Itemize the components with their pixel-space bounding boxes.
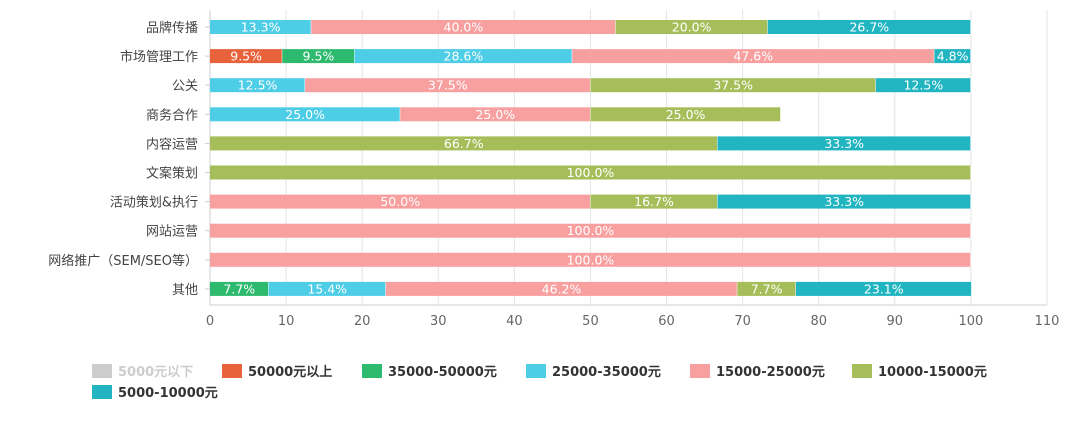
legend-swatch <box>690 364 710 378</box>
x-tick-label: 20 <box>354 314 371 329</box>
data-label: 66.7% <box>444 136 484 151</box>
legend-swatch <box>92 385 112 399</box>
data-label: 20.0% <box>672 20 712 35</box>
bar-segment <box>590 194 718 209</box>
bar-segment <box>354 49 573 64</box>
category-label: 公关 <box>172 79 198 94</box>
bar-segment <box>210 78 306 93</box>
data-label: 40.0% <box>444 20 484 35</box>
x-tick-label: 60 <box>658 314 675 329</box>
data-label: 100.0% <box>567 165 615 180</box>
category-label: 网站运营 <box>146 225 198 240</box>
bar-segment <box>305 78 591 93</box>
legend-swatch <box>852 364 872 378</box>
legend-swatch <box>92 364 112 378</box>
category-label: 品牌传播 <box>146 20 198 36</box>
data-label: 7.7% <box>223 281 255 296</box>
bar-segment <box>717 194 971 209</box>
category-label: 文案策划 <box>146 166 198 182</box>
bar-segment <box>590 78 876 93</box>
data-label: 100.0% <box>567 223 615 238</box>
legend-item-label: 5000-10000元 <box>118 386 218 401</box>
data-label: 16.7% <box>634 194 674 209</box>
x-tick-label: 70 <box>734 314 751 329</box>
bar-segment <box>385 281 738 296</box>
x-tick-label: 0 <box>206 314 214 329</box>
x-tick-label: 90 <box>887 314 904 329</box>
category-label: 其他 <box>172 283 198 298</box>
bar-segment <box>210 223 971 238</box>
data-label: 12.5% <box>238 78 278 93</box>
data-label: 33.3% <box>824 194 864 209</box>
data-label: 15.4% <box>307 281 347 296</box>
x-tick-label: 100 <box>958 314 983 329</box>
data-label: 47.6% <box>733 49 773 64</box>
category-label: 内容运营 <box>146 136 198 152</box>
bar-segment <box>210 165 971 180</box>
bar-segment <box>934 49 971 64</box>
data-label: 100.0% <box>567 252 615 267</box>
category-label: 商务合作 <box>146 107 198 123</box>
bar-segment <box>268 281 386 296</box>
data-label: 12.5% <box>903 78 943 93</box>
x-tick-label: 30 <box>430 314 447 329</box>
bar-segment <box>590 107 781 122</box>
legend-swatch <box>362 364 382 378</box>
data-label: 25.0% <box>666 107 706 122</box>
x-tick-label: 110 <box>1035 314 1060 329</box>
legend-item-label: 35000-50000元 <box>388 365 497 380</box>
data-label: 13.3% <box>241 20 281 35</box>
category-label: 网络推广（SEM/SEO等） <box>48 253 198 269</box>
bar-segment <box>311 20 616 34</box>
data-label: 25.0% <box>285 107 325 122</box>
legend-item-label: 5000元以下 <box>118 365 193 380</box>
bar-segment <box>615 20 768 34</box>
bar-segment <box>210 20 312 34</box>
bar-segment <box>210 107 401 122</box>
data-label: 7.7% <box>751 281 783 296</box>
bar-segment <box>737 281 796 296</box>
x-tick-label: 40 <box>506 314 523 329</box>
data-label: 37.5% <box>713 78 753 93</box>
data-label: 46.2% <box>542 281 582 296</box>
bar-segment <box>875 78 971 93</box>
data-label: 4.8% <box>937 49 969 64</box>
legend-item-label: 50000元以上 <box>248 365 332 380</box>
data-label: 23.1% <box>864 281 904 296</box>
bar-segment <box>572 49 935 64</box>
bar-segment <box>400 107 591 122</box>
bar-segment <box>210 252 971 267</box>
legend-item-label: 15000-25000元 <box>716 365 825 380</box>
bar-segment <box>795 281 972 296</box>
category-label: 活动策划&执行 <box>110 195 198 211</box>
bar-segment <box>210 194 591 209</box>
legend-swatch <box>222 364 242 378</box>
x-tick-label: 80 <box>810 314 827 329</box>
legend-item-label: 10000-15000元 <box>878 365 987 380</box>
data-label: 33.3% <box>824 136 864 151</box>
x-tick-label: 10 <box>278 314 295 329</box>
bar-segment <box>210 281 269 296</box>
legend-swatch <box>526 364 546 378</box>
data-label: 9.5% <box>303 49 335 64</box>
bar-segment <box>210 49 283 64</box>
category-label: 市场管理工作 <box>120 49 198 65</box>
data-label: 9.5% <box>230 49 262 64</box>
legend-item-label: 25000-35000元 <box>552 365 661 380</box>
bar-segment <box>717 136 971 151</box>
bar-segment <box>767 20 971 34</box>
bar-segment <box>210 136 718 151</box>
data-label: 26.7% <box>849 20 889 35</box>
data-label: 28.6% <box>444 49 484 64</box>
data-label: 37.5% <box>428 78 468 93</box>
data-label: 50.0% <box>380 194 420 209</box>
bar-segment <box>282 49 355 64</box>
data-label: 25.0% <box>475 107 515 122</box>
x-tick-label: 50 <box>582 314 599 329</box>
